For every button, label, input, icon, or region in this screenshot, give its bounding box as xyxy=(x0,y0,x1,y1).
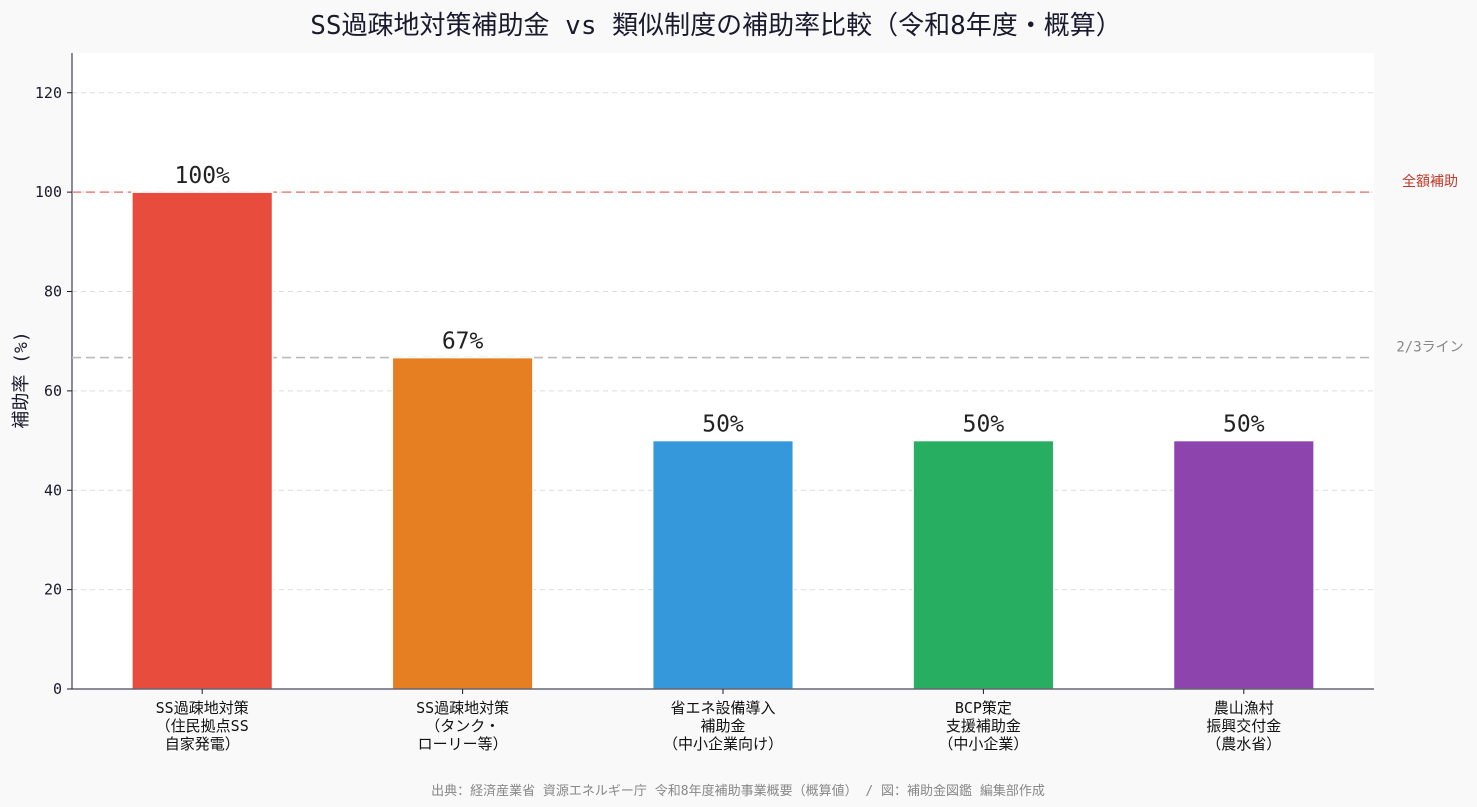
source-note: 出典：経済産業省 資源エネルギー庁 令和8年度補助事業概要（概算値） / 図：補… xyxy=(431,783,1045,799)
bar xyxy=(912,439,1055,690)
chart-title: SS過疎地対策補助金 vs 類似制度の補助率比較（令和8年度・概算） xyxy=(310,11,1122,41)
x-tick-label: BCP策定 xyxy=(955,699,1012,717)
reference-line-label: 2/3ライン xyxy=(1396,340,1463,356)
reference-lines: 全額補助 2/3ライン xyxy=(72,173,1464,359)
bar xyxy=(651,439,795,690)
x-tick-label: 支援補助金 xyxy=(946,717,1021,735)
x-tick-label: （中小企業向け） xyxy=(663,735,783,753)
reference-line-label: 全額補助 xyxy=(1402,173,1458,190)
x-tick-label: ローリー等） xyxy=(418,735,508,753)
data-label: 50% xyxy=(702,412,744,438)
y-tick-label: 80 xyxy=(44,283,62,301)
y-axis: 0 20 40 60 80 100 120 xyxy=(35,53,73,698)
x-tick-label: （住民拠点SS xyxy=(156,717,249,735)
bar xyxy=(1172,439,1315,690)
x-axis: SS過疎地対策（住民拠点SS自家発電）SS過疎地対策（タンク・ローリー等）省エネ… xyxy=(72,688,1374,753)
y-tick-label: 100 xyxy=(35,183,62,201)
data-label: 100% xyxy=(175,163,231,189)
y-tick-label: 40 xyxy=(44,481,62,499)
data-label: 67% xyxy=(442,329,484,355)
x-tick-label: 補助金 xyxy=(700,717,745,735)
x-tick-label: 振興交付金 xyxy=(1206,717,1281,735)
bar xyxy=(391,356,534,690)
y-axis-label: 補助率 (%) xyxy=(11,331,32,428)
data-label: 50% xyxy=(1223,412,1265,438)
bar xyxy=(131,191,274,690)
x-tick-label: SS過疎地対策 xyxy=(156,699,249,717)
y-tick-label: 20 xyxy=(44,581,62,599)
y-tick-label: 0 xyxy=(53,680,62,698)
y-tick-label: 120 xyxy=(35,84,62,102)
data-label: 50% xyxy=(963,412,1005,438)
x-tick-label: SS過疎地対策 xyxy=(416,699,509,717)
x-tick-label: （農水省） xyxy=(1206,735,1281,753)
y-tick-label: 60 xyxy=(44,382,62,400)
bars: 100% 67% 50% 50% 50% xyxy=(131,163,1315,690)
x-tick-label: 自家発電） xyxy=(165,735,240,753)
x-tick-label: （タンク・ xyxy=(425,717,500,735)
x-tick-label: （中小企業） xyxy=(938,735,1028,753)
x-tick-label: 省エネ設備導入 xyxy=(670,699,775,717)
x-tick-label: 農山漁村 xyxy=(1214,699,1274,717)
